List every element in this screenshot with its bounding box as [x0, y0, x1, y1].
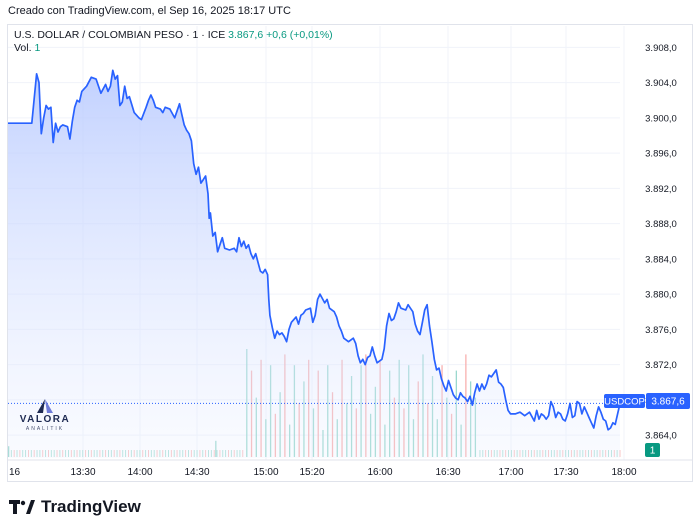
x-tick-label: 16:30 [435, 467, 460, 478]
y-tick-label: 3.904,0 [645, 78, 677, 89]
x-tick-label: 14:30 [184, 467, 209, 478]
volume-label: Vol. [14, 42, 32, 54]
last-price: 3.867,6 [228, 29, 264, 41]
x-tick-label: 16 [9, 467, 21, 478]
x-tick-label: 18:00 [611, 467, 636, 478]
volume-value: 1 [34, 42, 41, 54]
tradingview-logo-icon [9, 499, 35, 515]
tradingview-brand[interactable]: TradingView [9, 497, 141, 517]
valora-watermark: VALORA ANALITIK [13, 397, 77, 437]
y-tick-label: 3.864,0 [645, 431, 677, 442]
y-tick-label: 3.908,0 [645, 43, 677, 54]
y-tick-label: 3.880,0 [645, 290, 677, 301]
symbol-name: U.S. DOLLAR / COLOMBIAN PESO · 1 · ICE [14, 29, 226, 41]
y-tick-label: 3.884,0 [645, 254, 677, 265]
y-tick-label: 3.888,0 [645, 219, 677, 230]
x-tick-label: 16:00 [367, 467, 392, 478]
x-tick-label: 14:00 [127, 467, 152, 478]
x-tick-label: 17:30 [553, 467, 578, 478]
price-area [8, 70, 620, 459]
price-badge: USDCOP 3.867,6 [604, 393, 690, 409]
watermark-sub: ANALITIK [25, 426, 65, 432]
y-tick-label: 3.900,0 [645, 113, 677, 124]
y-tick-label: 3.892,0 [645, 184, 677, 195]
x-axis: 16 13:30 14:00 14:30 15:00 15:20 16:00 16:30 17:… [9, 467, 637, 478]
volume-badge: 1 [645, 443, 660, 457]
valora-logo-icon [37, 399, 53, 413]
x-tick-label: 13:30 [70, 467, 95, 478]
price-badge-text: 3.867,6 [651, 397, 685, 408]
y-tick-label: 3.876,0 [645, 325, 677, 336]
volume-legend: Vol. 1 [14, 42, 40, 54]
watermark-word: VALORA [19, 414, 71, 425]
y-axis: 3.908,0 3.904,0 3.900,0 3.896,0 3.892,0 3.888… [645, 43, 677, 442]
x-tick-label: 15:20 [299, 467, 324, 478]
chart-credit: Creado con TradingView.com, el Sep 16, 2… [8, 5, 291, 17]
symbol-legend: U.S. DOLLAR / COLOMBIAN PESO · 1 · ICE 3… [14, 29, 333, 41]
volume-badge-text: 1 [650, 446, 656, 457]
price-line [8, 69, 621, 431]
y-tick-label: 3.872,0 [645, 360, 677, 371]
price-change: +0,6 (+0,01%) [266, 29, 333, 41]
brand-name: TradingView [41, 497, 141, 516]
x-tick-label: 15:00 [253, 467, 278, 478]
y-tick-label: 3.896,0 [645, 149, 677, 160]
ticker-badge-text: USDCOP [604, 397, 645, 408]
x-tick-label: 17:00 [498, 467, 523, 478]
